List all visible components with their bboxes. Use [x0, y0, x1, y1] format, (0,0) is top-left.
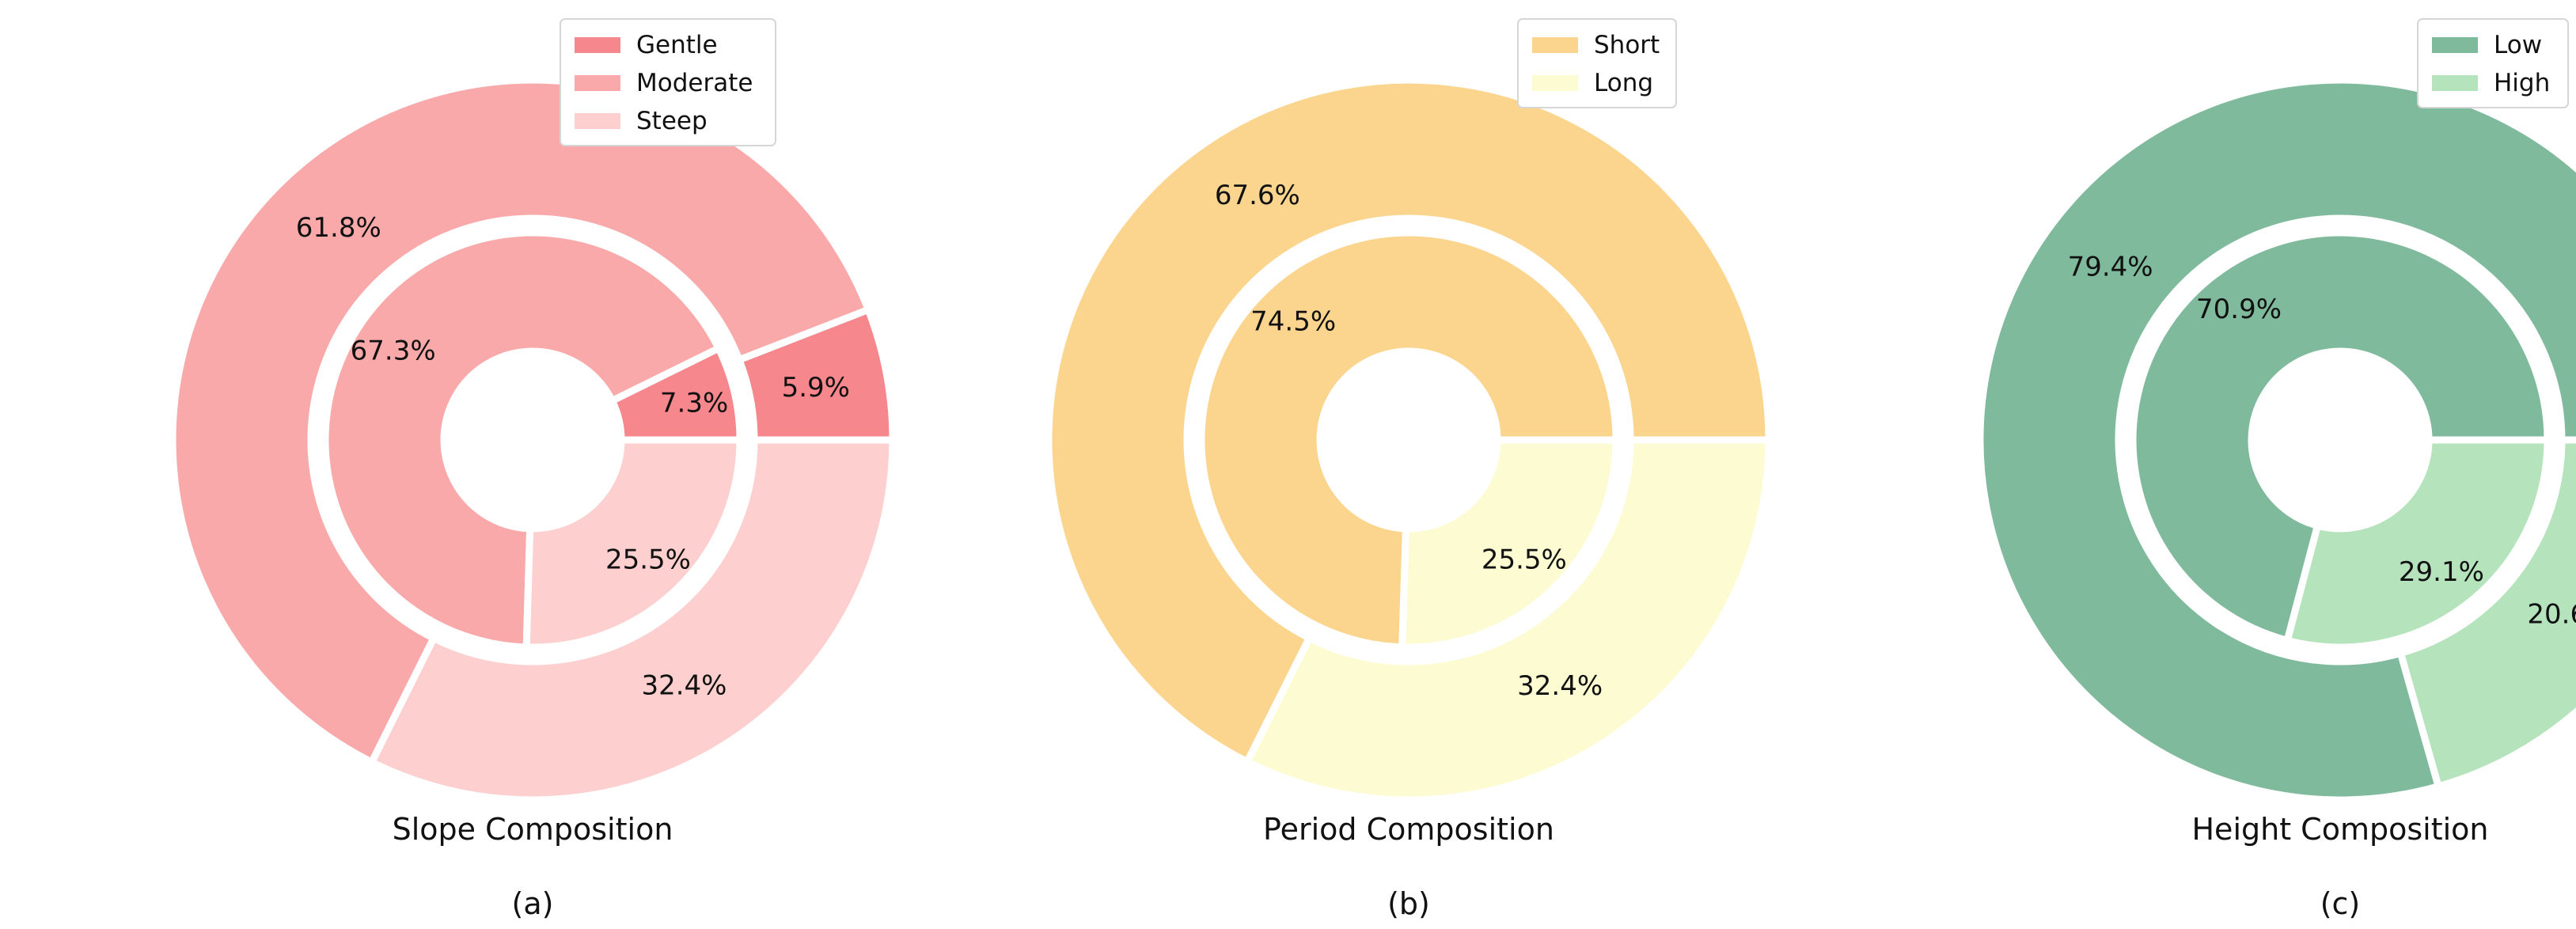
height-composition-outer-wedge-high	[2396, 436, 2576, 791]
period-composition-outer-label-short: 67.6%	[1215, 180, 1300, 211]
height-composition-legend-label-high: High	[2494, 69, 2550, 97]
slope-composition-caption: (a)	[512, 886, 554, 921]
period-composition-outer-label-long: 32.4%	[1517, 670, 1603, 702]
height-composition-legend-label-low: Low	[2494, 31, 2542, 59]
height-composition-caption: (c)	[2320, 886, 2361, 921]
slope-composition-inner-wedge-moderate	[321, 229, 724, 651]
period-composition-outer-wedge-long	[1242, 436, 1773, 804]
height-composition-legend-swatch-high	[2432, 75, 2478, 91]
period-composition-outer-wedge-short	[1045, 76, 1773, 767]
period-composition-inner-label-long: 25.5%	[1481, 544, 1567, 576]
slope-composition-legend-swatch-gentle	[575, 37, 620, 53]
height-composition-inner-wedge-high	[2282, 436, 2551, 651]
height-composition-inner-label-low: 70.9%	[2196, 294, 2282, 325]
slope-composition-outer-label-steep: 32.4%	[641, 670, 727, 702]
period-composition-title: Period Composition	[1263, 812, 1554, 847]
height-composition-outer-label-high: 20.6%	[2527, 598, 2576, 630]
period-composition-legend-label-short: Short	[1594, 31, 1660, 59]
slope-donut-panel: 5.9% 61.8% 32.4% 7.3% 67.3% 25.5% Slope Compos…	[169, 18, 897, 921]
period-composition-inner-wedge-short	[1197, 229, 1620, 651]
slope-composition-outer-wedge-moderate	[169, 76, 873, 768]
height-composition-outer-label-low: 79.4%	[2068, 252, 2153, 283]
slope-composition-inner-label-steep: 25.5%	[605, 544, 691, 575]
slope-composition-title: Slope Composition	[393, 812, 673, 847]
slope-composition-legend-swatch-steep	[575, 113, 620, 129]
height-composition-inner-wedge-low	[2129, 229, 2551, 645]
slope-composition-outer-label-moderate: 61.8%	[296, 212, 381, 244]
slope-composition-inner-label-gentle: 7.3%	[660, 387, 728, 419]
slope-composition-outer-label-gentle: 5.9%	[782, 372, 850, 404]
height-composition-outer-wedge-low	[1976, 76, 2576, 804]
height-composition-title: Height Composition	[2191, 812, 2488, 847]
slope-composition-legend-label-moderate: Moderate	[636, 69, 753, 97]
height-composition-legend-swatch-low	[2432, 37, 2478, 53]
slope-composition-legend-label-gentle: Gentle	[636, 31, 718, 59]
slope-composition-legend-label-steep: Steep	[636, 107, 708, 135]
slope-composition-legend-swatch-moderate	[575, 75, 620, 91]
height-donut-panel: 79.4% 20.6% 70.9% 29.1% Height Composition (c…	[1976, 18, 2576, 921]
period-donut-panel: 67.6% 32.4% 74.5% 25.5% Period Composition (b…	[1045, 18, 1773, 921]
period-composition-legend-swatch-long	[1532, 75, 1578, 91]
period-composition-caption: (b)	[1387, 886, 1430, 921]
period-composition-legend-label-long: Long	[1594, 69, 1653, 97]
slope-composition-outer-wedge-steep	[366, 436, 897, 804]
slope-composition-inner-label-moderate: 67.3%	[351, 336, 436, 367]
period-composition-inner-wedge-long	[1398, 436, 1620, 651]
period-composition-legend-swatch-short	[1532, 37, 1578, 53]
height-composition-inner-label-high: 29.1%	[2399, 556, 2484, 588]
slope-composition-inner-wedge-steep	[522, 436, 744, 651]
period-composition-inner-label-short: 74.5%	[1250, 305, 1336, 337]
